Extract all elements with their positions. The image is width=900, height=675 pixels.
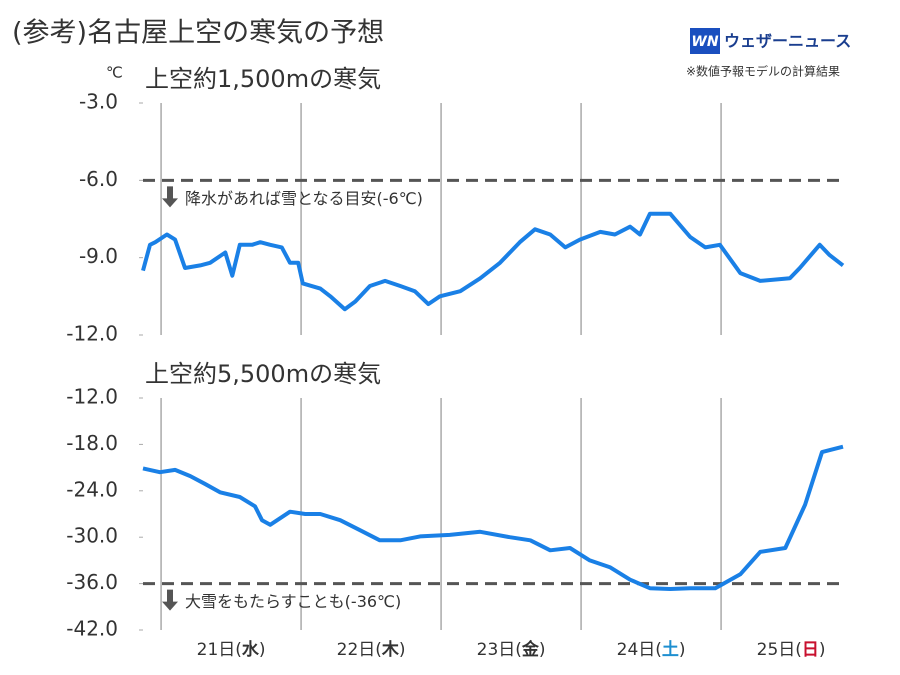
x-tick-part: ) — [399, 640, 406, 660]
y-tick-label: -9.0 — [79, 244, 118, 268]
x-tick-part: ) — [259, 640, 266, 660]
x-tick-part: 25日( — [757, 640, 802, 660]
x-tick-label: 24日(土) — [617, 639, 686, 660]
threshold-label: 大雪をもたらすことも(-36℃) — [185, 592, 401, 611]
x-tick-label: 22日(木) — [337, 639, 406, 660]
note: ※数値予報モデルの計算結果 — [686, 64, 840, 79]
y-tick-label: -3.0 — [79, 90, 118, 114]
x-tick-part: 金 — [521, 639, 540, 660]
y-tick-label: -12.0 — [66, 322, 118, 346]
x-tick-part: 日 — [802, 640, 819, 660]
logo-text: ウェザーニュース — [724, 32, 851, 51]
y-tick-label: -6.0 — [79, 167, 118, 191]
y-unit: ℃ — [106, 64, 123, 82]
data-line — [142, 444, 844, 591]
y-tick-label: -24.0 — [66, 477, 118, 501]
logo-mark: WN — [691, 34, 718, 50]
x-tick-label: 25日(日) — [757, 640, 826, 660]
x-tick-part: 21日( — [197, 640, 242, 660]
y-tick-label: -12.0 — [66, 385, 118, 409]
x-tick-part: 24日( — [617, 640, 662, 660]
threshold-label: 降水があれば雪となる目安(-6℃) — [185, 189, 423, 208]
y-tick-label: -36.0 — [66, 570, 118, 594]
x-tick-label: 23日(金) — [477, 639, 546, 660]
x-tick-part: 23日( — [477, 640, 522, 660]
x-tick-part: ) — [819, 640, 826, 660]
y-tick-label: -42.0 — [66, 617, 118, 641]
y-tick-label: -18.0 — [66, 431, 118, 455]
arrow-icon — [162, 589, 178, 611]
x-tick-part: ) — [679, 640, 686, 660]
logo-box — [690, 28, 720, 54]
arrow-icon — [162, 186, 178, 208]
x-tick-part: 水 — [242, 639, 260, 660]
x-tick-part: 木 — [381, 639, 400, 660]
y-tick-label: -30.0 — [66, 524, 118, 548]
page-title: (参考)名古屋上空の寒気の予想 — [12, 18, 384, 49]
x-tick-part: 土 — [662, 639, 679, 660]
panel-title: 上空約5,500mの寒気 — [145, 360, 381, 388]
data-line — [141, 211, 845, 312]
x-tick-label: 21日(水) — [197, 639, 266, 660]
x-tick-part: 22日( — [337, 640, 382, 660]
panel-title: 上空約1,500mの寒気 — [145, 65, 381, 93]
x-tick-part: ) — [539, 640, 546, 660]
